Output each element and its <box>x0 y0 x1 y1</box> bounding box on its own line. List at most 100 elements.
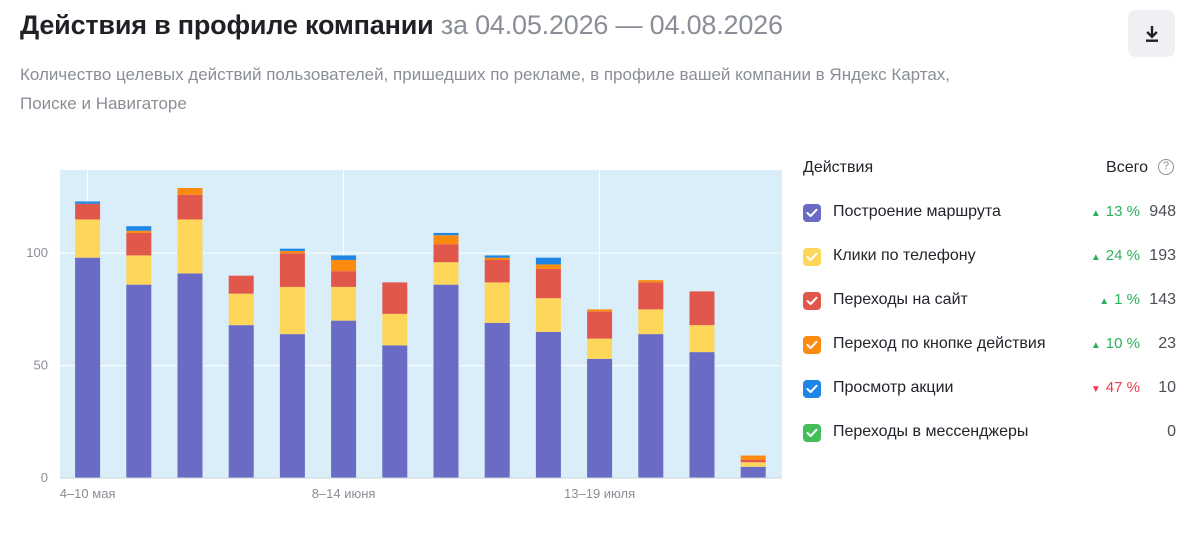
bar-segment <box>75 219 101 258</box>
download-button[interactable] <box>1128 10 1175 57</box>
legend-actions-heading: Действия <box>803 159 874 176</box>
date-range: за 04.05.2026 — 04.08.2026 <box>440 10 783 40</box>
triangle-down-icon: ▼ <box>1090 384 1101 395</box>
legend-item-2[interactable]: Клики по телефону ▲ 24 % 193 <box>803 227 1178 271</box>
bar-segment <box>484 255 510 258</box>
help-icon[interactable]: ? <box>1158 159 1174 175</box>
bar-segment <box>740 460 766 463</box>
bar-segment <box>228 325 254 478</box>
bar-segment <box>740 462 766 467</box>
legend-item-3[interactable]: Переходы на сайт ▲ 1 % 143 <box>803 271 1178 315</box>
bar-group[interactable] <box>331 255 357 478</box>
legend-item-change-value: 1 % <box>1114 291 1140 308</box>
bar-group[interactable] <box>740 455 766 478</box>
bar-segment <box>484 259 510 283</box>
bar-group[interactable] <box>126 226 152 478</box>
bar-group[interactable] <box>484 255 510 478</box>
y-tick-label: 50 <box>34 358 48 373</box>
legend-item-6[interactable]: Переходы в мессенджеры 0 <box>803 403 1178 447</box>
legend-checkbox[interactable] <box>803 292 821 310</box>
bar-group[interactable] <box>382 282 408 478</box>
bar-segment <box>740 466 766 478</box>
legend-item-total: 193 <box>1149 247 1176 264</box>
legend-item-1[interactable]: Построение маршрута ▲ 13 % 948 <box>803 183 1178 227</box>
bar-segment <box>75 257 101 478</box>
bar-segment <box>638 280 664 283</box>
bar-segment <box>75 203 101 220</box>
legend-item-change-value: 47 % <box>1105 379 1140 396</box>
bar-segment <box>382 313 408 346</box>
bar-group[interactable] <box>535 257 561 478</box>
bar-group[interactable] <box>75 201 101 478</box>
triangle-up-icon: ▲ <box>1090 252 1101 263</box>
stacked-bar-chart: 0 50 100 4–10 мая 8–14 июня 13–19 июля <box>26 170 782 501</box>
bar-segment <box>740 455 766 461</box>
legend-item-change: ▲ 13 % <box>1091 203 1140 220</box>
legend-item-change: ▲ 1 % <box>1099 291 1140 308</box>
bar-segment <box>689 291 715 326</box>
check-icon <box>806 340 818 349</box>
header: Действия в профиле компании за 04.05.202… <box>20 10 783 41</box>
bar-segment <box>126 230 152 233</box>
bar-segment <box>126 284 152 478</box>
bar-segment <box>279 248 305 251</box>
bar-segment <box>382 282 408 314</box>
legend-item-change-value: 24 % <box>1105 247 1140 264</box>
check-icon <box>806 252 818 261</box>
triangle-up-icon: ▲ <box>1090 340 1101 351</box>
bar-segment <box>689 352 715 478</box>
x-tick-label: 13–19 июля <box>564 486 635 501</box>
legend-checkbox[interactable] <box>803 336 821 354</box>
legend-items: Построение маршрута ▲ 13 % 948 Клики по теле… <box>803 183 1178 447</box>
legend-checkbox[interactable] <box>803 424 821 442</box>
download-icon <box>1145 25 1158 42</box>
bar-segment <box>535 331 561 478</box>
bar-segment <box>331 255 357 260</box>
bar-segment <box>126 255 152 285</box>
bar-segment <box>638 309 664 335</box>
legend-item-5[interactable]: Просмотр акции ▼ 47 % 10 <box>803 359 1178 403</box>
y-tick-label: 100 <box>26 245 48 260</box>
bar-segment <box>382 345 408 478</box>
y-tick-label: 0 <box>41 470 48 485</box>
check-icon <box>806 384 818 393</box>
bar-group[interactable] <box>638 280 664 478</box>
bar-segment <box>177 187 203 195</box>
bar-segment <box>587 338 613 359</box>
bar-group[interactable] <box>689 291 715 478</box>
legend-item-total: 143 <box>1149 291 1176 308</box>
bar-segment <box>279 286 305 335</box>
legend-item-4[interactable]: Переход по кнопке действия ▲ 10 % 23 <box>803 315 1178 359</box>
legend-checkbox[interactable] <box>803 380 821 398</box>
bar-segment <box>433 235 459 245</box>
bar-group[interactable] <box>433 232 459 478</box>
x-tick-label: 8–14 июня <box>312 486 376 501</box>
bar-segment <box>433 232 459 236</box>
bar-segment <box>484 257 510 260</box>
legend-checkbox[interactable] <box>803 204 821 222</box>
legend-item-total: 23 <box>1158 335 1176 352</box>
legend-checkbox[interactable] <box>803 248 821 266</box>
bar-segment <box>279 253 305 287</box>
legend-item-label: Клики по телефону <box>833 247 976 264</box>
bar-segment <box>126 232 152 256</box>
bar-group[interactable] <box>587 309 613 478</box>
triangle-up-icon: ▲ <box>1090 208 1101 219</box>
legend-item-label: Переход по кнопке действия <box>833 335 1046 352</box>
bar-segment <box>587 311 613 339</box>
bar-segment <box>228 293 254 326</box>
bar-group[interactable] <box>279 248 305 478</box>
bar-segment <box>587 358 613 478</box>
bar-segment <box>331 286 357 321</box>
legend-item-change: ▲ 24 % <box>1091 247 1140 264</box>
legend-item-total: 948 <box>1149 203 1176 220</box>
bar-segment <box>331 259 357 272</box>
x-tick-label: 4–10 мая <box>60 486 116 501</box>
bar-segment <box>331 320 357 478</box>
bar-group[interactable] <box>228 275 254 478</box>
bar-segment <box>484 282 510 323</box>
bar-group[interactable] <box>177 187 203 478</box>
bar-segment <box>228 275 254 294</box>
bar-segment <box>177 194 203 220</box>
check-icon <box>806 296 818 305</box>
